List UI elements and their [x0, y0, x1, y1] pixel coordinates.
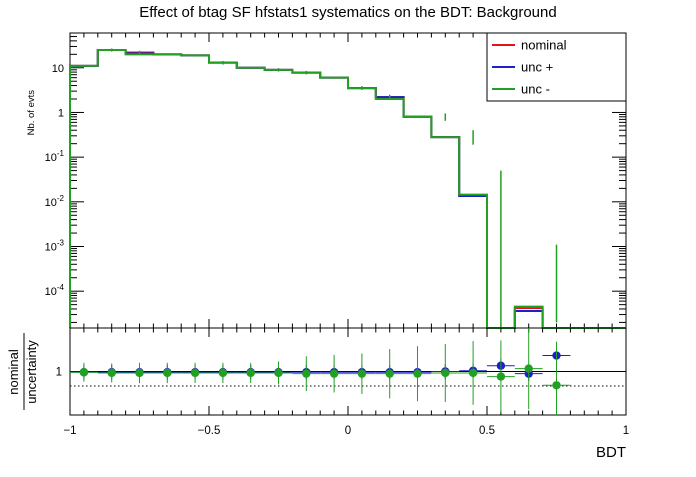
x-tick-label: −0.5 — [198, 425, 221, 437]
legend: nominal unc + unc - — [486, 32, 627, 102]
main-y-tick-label: 10-4 — [45, 283, 65, 298]
ratio-points — [70, 328, 571, 415]
ratio-point-1 — [496, 372, 506, 381]
x-axis-label: BDT — [596, 444, 626, 461]
main-error-bars — [110, 48, 558, 328]
ratio-point-1 — [329, 369, 339, 378]
x-tick-label: −1 — [63, 425, 76, 437]
ratio-point-1 — [441, 368, 450, 378]
main-y-tick-label: 1 — [58, 107, 64, 119]
ratio-point-1 — [135, 368, 144, 378]
main-y-tick-label: 10-1 — [45, 149, 65, 164]
ratio-y-axis-label: nominal uncertainty — [6, 333, 39, 410]
ratio-point-1 — [468, 368, 478, 378]
ratio-reference-lines — [70, 371, 626, 387]
chart-title: Effect of btag SF hfstats1 systematics o… — [139, 4, 556, 21]
main-y-tick-labels: 10-4 10-3 10-2 10-1 1 10 — [45, 63, 65, 298]
ratio-point-1 — [218, 368, 228, 378]
ratio-point-1 — [274, 368, 283, 378]
ratio-point-1 — [385, 369, 394, 378]
x-tick-label: 1 — [623, 425, 629, 437]
ratio-point-1 — [190, 368, 200, 378]
ratio-point-1 — [79, 368, 89, 377]
ratio-point-1 — [357, 369, 367, 378]
ratio-y-label-denominator: uncertainty — [24, 340, 39, 404]
ratio-point-1 — [246, 368, 255, 378]
ratio-point-1 — [552, 381, 561, 390]
ratio-y-label-numerator: nominal — [6, 349, 21, 395]
ratio-y-tick-label: 1 — [56, 367, 62, 379]
ratio-point-1 — [524, 364, 533, 373]
main-y-axis-label: Nb. of evts — [26, 90, 37, 136]
legend-label-unc-plus: unc + — [521, 60, 553, 75]
ratio-point-1 — [302, 369, 311, 378]
legend-label-unc-minus: unc - — [521, 82, 550, 97]
legend-label-nominal: nominal — [521, 38, 567, 53]
x-tick-label: 0.5 — [479, 425, 495, 437]
x-tick-label: 0 — [345, 425, 351, 437]
ratio-point-1 — [107, 368, 116, 378]
main-y-tick-label: 10-2 — [45, 194, 65, 209]
ratio-point-1 — [163, 368, 172, 378]
main-y-tick-label: 10 — [52, 63, 64, 75]
main-y-tick-label: 10-3 — [45, 239, 65, 254]
ratio-point-1 — [413, 369, 422, 378]
